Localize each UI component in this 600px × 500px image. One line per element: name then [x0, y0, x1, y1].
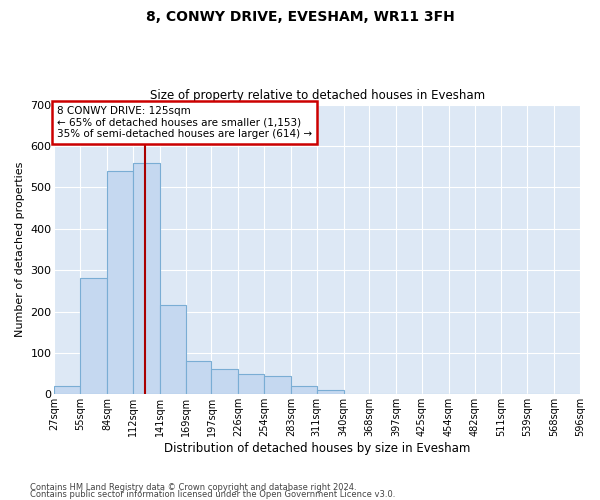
Bar — [160, 306, 185, 394]
Bar — [317, 390, 344, 394]
Bar — [55, 386, 80, 394]
Bar — [264, 376, 291, 394]
Text: Contains HM Land Registry data © Crown copyright and database right 2024.: Contains HM Land Registry data © Crown c… — [30, 484, 356, 492]
Text: 8, CONWY DRIVE, EVESHAM, WR11 3FH: 8, CONWY DRIVE, EVESHAM, WR11 3FH — [146, 10, 454, 24]
Bar — [185, 361, 211, 394]
Bar — [107, 171, 133, 394]
Bar — [133, 162, 160, 394]
Bar — [80, 278, 107, 394]
Bar — [238, 374, 264, 394]
Y-axis label: Number of detached properties: Number of detached properties — [15, 162, 25, 337]
Text: Contains public sector information licensed under the Open Government Licence v3: Contains public sector information licen… — [30, 490, 395, 499]
Title: Size of property relative to detached houses in Evesham: Size of property relative to detached ho… — [149, 89, 485, 102]
Bar — [291, 386, 317, 394]
Bar — [211, 370, 238, 394]
Text: 8 CONWY DRIVE: 125sqm
← 65% of detached houses are smaller (1,153)
35% of semi-d: 8 CONWY DRIVE: 125sqm ← 65% of detached … — [57, 106, 312, 139]
X-axis label: Distribution of detached houses by size in Evesham: Distribution of detached houses by size … — [164, 442, 470, 455]
